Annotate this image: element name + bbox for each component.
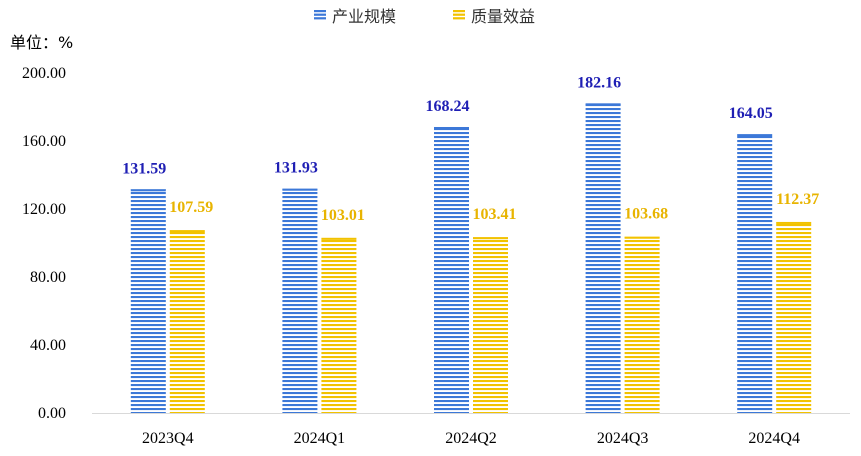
data-label: 168.24 (426, 98, 470, 115)
data-label: 103.01 (321, 207, 365, 224)
legend-label-2: 质量效益 (471, 7, 535, 26)
y-axis: 0.00 40.00 80.00 120.00 160.00 200.00 (22, 65, 66, 422)
legend-label-1: 产业规模 (332, 7, 396, 26)
bar-top-edge (282, 188, 318, 191)
data-label: 103.68 (624, 206, 668, 223)
bar-top-edge (624, 236, 660, 239)
y-tick-label: 120.00 (22, 201, 66, 218)
bar-top-edge (321, 237, 357, 240)
bar-scale-2024Q4 (737, 134, 773, 414)
bar-top-edge (169, 230, 205, 233)
data-label: 131.59 (122, 160, 166, 177)
legend-swatch-1 (314, 10, 326, 20)
x-axis: 2023Q4 2024Q1 2024Q2 2024Q3 2024Q4 (92, 413, 850, 447)
data-label: 182.16 (577, 74, 621, 91)
legend-swatch-2 (453, 10, 465, 20)
bar-scale-2023Q4 (130, 189, 166, 413)
bar-top-edge (585, 103, 621, 106)
bar-quality-2024Q3 (624, 236, 660, 413)
data-label: 107.59 (169, 199, 213, 216)
x-tick-label: 2024Q2 (445, 430, 497, 447)
y-tick-label: 40.00 (30, 337, 66, 354)
legend: 产业规模 质量效益 (314, 7, 535, 26)
bar-top-edge (434, 126, 469, 129)
x-tick-label: 2024Q3 (597, 430, 649, 447)
y-tick-label: 160.00 (22, 133, 66, 150)
bar-top-edge (130, 189, 166, 192)
x-tick-label: 2024Q4 (748, 430, 800, 447)
y-tick-label: 200.00 (22, 65, 66, 82)
unit-label: 单位：% (10, 33, 73, 52)
bar-quality-2024Q2 (473, 237, 508, 413)
bar-quality-2023Q4 (169, 230, 205, 413)
bar-top-edge (737, 134, 773, 137)
bars: 131.59 107.59 131.93 103.01 168.24 103.41 182.… (122, 74, 819, 414)
bar-top-edge (473, 237, 508, 240)
data-label: 164.05 (729, 105, 773, 122)
x-tick-label: 2024Q1 (294, 430, 346, 447)
data-label: 103.41 (473, 206, 517, 223)
data-label: 131.93 (274, 160, 318, 177)
bar-top-edge (776, 221, 812, 224)
bar-quality-2024Q4 (776, 221, 812, 413)
x-tick-label: 2023Q4 (142, 430, 194, 447)
y-tick-label: 80.00 (30, 269, 66, 286)
bar-scale-2024Q1 (282, 188, 318, 413)
bar-scale-2024Q3 (585, 103, 621, 413)
bar-quality-2024Q1 (321, 237, 357, 413)
y-tick-label: 0.00 (38, 405, 66, 422)
bar-scale-2024Q2 (434, 126, 469, 413)
data-label: 112.37 (776, 191, 819, 208)
